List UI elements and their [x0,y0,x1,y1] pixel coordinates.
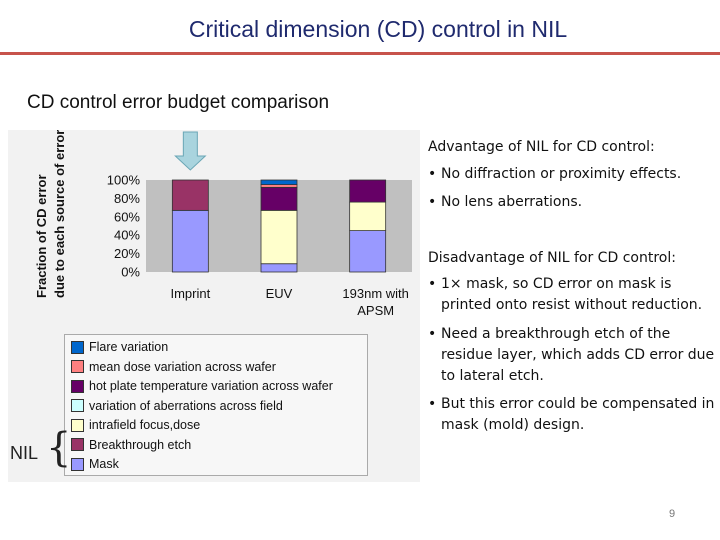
legend-label: hot plate temperature variation across w… [89,379,333,393]
y-tick-label: 20% [114,246,140,261]
y-tick-label: 100% [107,173,141,188]
title-divider [0,52,720,55]
y-tick-label: 40% [114,228,140,243]
bar-segment [260,263,298,273]
disadvantage-text: But this error could be compensated in m… [441,396,715,433]
stacked-bar-chart: Fraction of CD error due to each source … [34,130,412,318]
legend-item: intrafield focus,dose [71,416,200,434]
x-tick-label: EUV [266,286,293,301]
bullet-icon: • [428,276,437,292]
page-number: 9 [669,508,676,520]
legend-swatch [71,379,84,393]
disadvantage-item: • 1× mask, so CD error on mask is printe… [428,274,718,316]
legend-swatch [71,418,84,432]
bullet-icon: • [428,166,437,182]
slide-subtitle: CD control error budget comparison [27,92,330,113]
legend-label: mean dose variation across wafer [89,359,276,374]
y-tick-label: 80% [114,191,140,206]
chart-legend: Flare variation mean dose variation acros… [64,334,368,476]
legend-swatch [71,457,84,471]
y-tick-label: 60% [114,209,140,224]
legend-item: Breakthrough etch [71,436,191,454]
bullet-icon: • [428,326,437,342]
legend-item: Flare variation [71,338,168,356]
nil-group-label: NIL [10,443,39,463]
bar-segment [260,209,298,265]
legend-item: mean dose variation across wafer [71,358,276,376]
bar-segment [171,209,209,273]
slide-title: Critical dimension (CD) control in NIL [188,16,568,42]
legend-swatch [71,340,84,354]
y-tick-label: 0% [121,265,140,280]
highlight-arrow-icon [174,131,207,171]
bar-segment [349,230,387,273]
y-axis-label-line1: Fraction of CD error [34,174,49,298]
bar-segment [260,179,298,185]
legend-item: hot plate temperature variation across w… [71,377,333,395]
x-tick-label: 193nm with [342,286,408,301]
disadvantage-heading: Disadvantage of NIL for CD control: [428,250,676,266]
disadvantage-item: • Need a breakthrough etch of the residu… [428,324,718,387]
disadvantage-text: 1× mask, so CD error on mask is printed … [441,276,703,313]
advantage-item: • No lens aberrations. [428,192,718,213]
advantage-text: No diffraction or proximity effects. [441,166,682,182]
legend-label: intrafield focus,dose [89,418,201,432]
bar-segment [260,184,298,188]
legend-label: variation of aberrations across field [89,398,283,413]
nil-brace-icon: { [46,425,72,471]
legend-item: variation of aberrations across field [71,397,283,415]
legend-label: Breakthrough etch [89,437,192,452]
advantage-heading: Advantage of NIL for CD control: [428,139,655,155]
legend-label: Flare variation [89,340,169,354]
legend-label: Mask [89,457,119,471]
disadvantage-text: Need a breakthrough etch of the residue … [441,326,715,384]
advantage-text: No lens aberrations. [441,194,583,210]
y-axis-label-line2: due to each source of error [52,130,67,298]
bar-segment [349,179,387,203]
legend-swatch [71,438,84,451]
bar-segment [171,179,209,211]
legend-swatch [71,360,84,373]
bullet-icon: • [428,194,437,210]
legend-swatch [71,399,84,412]
disadvantage-item: • But this error could be compensated in… [428,394,718,436]
x-tick-label: Imprint [170,286,210,301]
bar-segment [260,186,298,211]
x-tick-label: APSM [357,303,394,318]
legend-item: Mask [71,455,119,473]
advantage-item: • No diffraction or proximity effects. [428,164,718,185]
bullet-icon: • [428,396,437,412]
bar-segment [349,201,387,232]
